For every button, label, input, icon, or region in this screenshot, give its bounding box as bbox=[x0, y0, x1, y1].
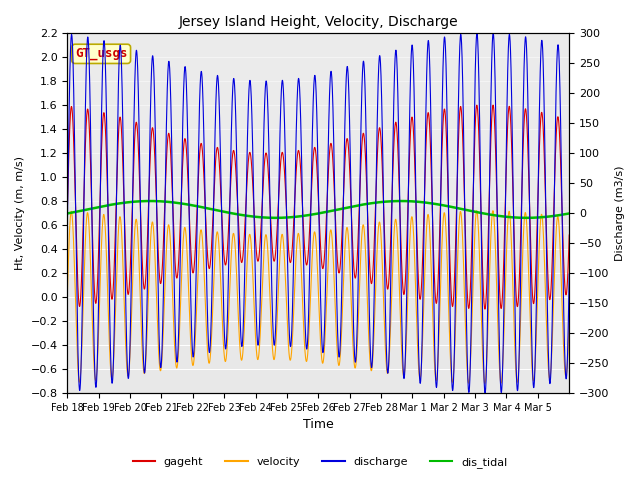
Title: Jersey Island Height, Velocity, Discharge: Jersey Island Height, Velocity, Discharg… bbox=[179, 15, 458, 29]
X-axis label: Time: Time bbox=[303, 419, 333, 432]
Legend: gageht, velocity, discharge, dis_tidal: gageht, velocity, discharge, dis_tidal bbox=[128, 452, 512, 472]
Y-axis label: Discharge (m3/s): Discharge (m3/s) bbox=[615, 165, 625, 261]
Bar bbox=[67, 33, 569, 207]
Y-axis label: Ht, Velocity (m, m/s): Ht, Velocity (m, m/s) bbox=[15, 156, 25, 270]
Text: GT_usgs: GT_usgs bbox=[75, 48, 127, 60]
